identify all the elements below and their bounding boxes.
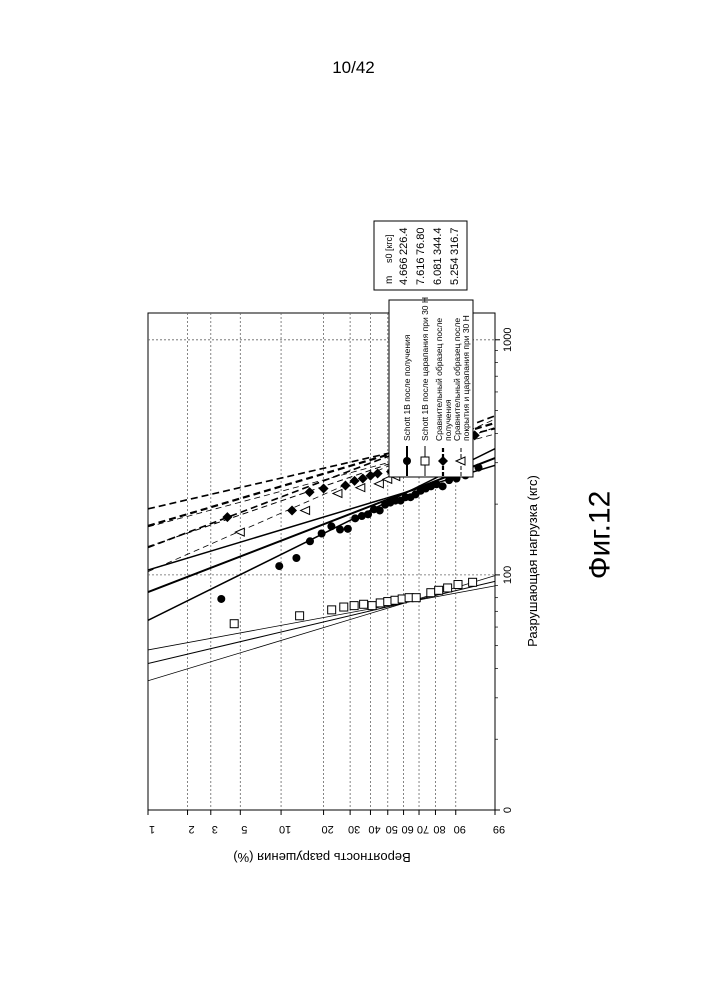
data-point-series-4 xyxy=(333,489,342,497)
stats-s0-series-4: 316.7 xyxy=(449,227,461,255)
fit-line-series-1 xyxy=(148,458,495,592)
data-point-series-3 xyxy=(305,487,315,497)
figure-label: Фиг.12 xyxy=(583,491,617,580)
data-point-series-4 xyxy=(356,484,365,492)
tick-label-prob: 20 xyxy=(321,823,333,835)
data-point-series-2 xyxy=(368,602,376,610)
data-point-series-1 xyxy=(217,595,225,603)
tick-label-prob: 90 xyxy=(454,823,466,835)
x-axis-label: Разрушающая нагрузка (кгс) xyxy=(525,475,540,647)
stats-header-s0: s0 [кгс] xyxy=(384,234,394,263)
tick-label-prob: 2 xyxy=(188,823,194,835)
tick-label-prob: 1 xyxy=(149,823,155,835)
data-point-series-2 xyxy=(469,578,477,586)
stats-s0-series-1: 226.4 xyxy=(398,227,410,255)
data-point-series-1 xyxy=(344,525,352,533)
legend-label-series-4: покрытия и царапания при 30 Н xyxy=(461,315,471,441)
tick-label-prob: 30 xyxy=(348,823,360,835)
legend-label-series-1: Schott 1B после получения xyxy=(402,334,412,441)
data-point-series-2 xyxy=(412,594,420,602)
data-point-series-1 xyxy=(336,525,344,533)
data-point-series-2 xyxy=(435,586,443,594)
tick-label-load: 0 xyxy=(502,807,514,813)
tick-label-load: 100 xyxy=(502,566,514,584)
stats-m-series-3: 6.081 xyxy=(432,257,444,285)
tick-label-prob: 3 xyxy=(212,823,218,835)
stats-table: m s0 [кгс] 4.666 226.4 7.616 76.80 6.081 344.4 5… xyxy=(374,221,467,290)
stats-m-series-4: 5.254 xyxy=(449,257,461,285)
tick-label-prob: 70 xyxy=(417,823,429,835)
data-point-series-2 xyxy=(350,602,358,610)
tick-label-prob: 5 xyxy=(241,823,247,835)
data-point-series-2 xyxy=(444,584,452,592)
data-point-series-2 xyxy=(328,606,336,614)
legend-label-series-2: Schott 1B после царапания при 30 Н xyxy=(420,297,430,441)
tick-label-prob: 40 xyxy=(368,823,380,835)
legend: Schott 1B после получения Schott 1B после… xyxy=(389,297,473,477)
legend-marker-series-1 xyxy=(403,457,411,465)
data-point-series-1 xyxy=(475,464,483,472)
stats-s0-series-3: 344.4 xyxy=(432,227,444,255)
data-point-series-1 xyxy=(327,522,335,530)
figure-caption: Фиг.12 xyxy=(555,490,645,580)
data-point-series-2 xyxy=(340,603,348,611)
data-point-series-1 xyxy=(292,554,300,562)
stats-s0-series-2: 76.80 xyxy=(415,227,427,255)
data-point-series-2 xyxy=(230,620,238,628)
data-point-series-1 xyxy=(275,562,283,570)
data-point-series-1 xyxy=(318,529,326,537)
data-point-series-2 xyxy=(360,600,368,608)
tick-label-prob: 10 xyxy=(279,823,291,835)
tick-label-prob: 50 xyxy=(386,823,398,835)
data-point-series-2 xyxy=(376,599,384,607)
data-point-series-4 xyxy=(235,528,244,536)
tick-label-prob: 80 xyxy=(433,823,445,835)
data-point-series-1 xyxy=(439,482,447,490)
data-point-series-1 xyxy=(306,537,314,545)
confidence-band-series-2 xyxy=(148,586,495,650)
y-axis-label: Вероятность разрушения (%) xyxy=(233,850,410,865)
data-point-series-4 xyxy=(301,506,310,514)
tick-label-load: 1000 xyxy=(502,328,514,352)
stats-m-series-2: 7.616 xyxy=(415,257,427,285)
data-point-series-2 xyxy=(296,612,304,620)
confidence-band-series-1 xyxy=(148,465,495,570)
tick-label-prob: 60 xyxy=(401,823,413,835)
stats-header-m: m xyxy=(384,276,395,284)
tick-label-prob: 99 xyxy=(493,823,505,835)
data-point-series-4 xyxy=(374,480,383,488)
data-point-series-3 xyxy=(319,484,329,494)
data-point-series-2 xyxy=(427,589,435,597)
data-point-series-2 xyxy=(454,581,462,589)
legend-marker-series-2 xyxy=(421,457,429,465)
stats-m-series-1: 4.666 xyxy=(398,257,410,285)
